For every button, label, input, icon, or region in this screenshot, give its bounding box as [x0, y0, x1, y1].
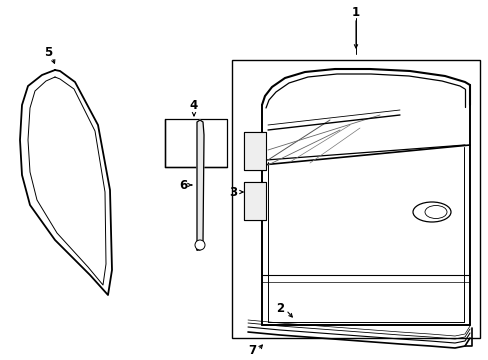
Text: 7: 7 [247, 343, 256, 356]
Text: 3: 3 [228, 185, 237, 198]
Text: 4: 4 [189, 99, 198, 112]
Bar [231, 60, 479, 338]
Text: 2: 2 [275, 302, 284, 315]
Bar [244, 182, 265, 220]
Text: 6: 6 [179, 179, 187, 192]
Circle shape [195, 240, 204, 250]
Ellipse shape [424, 206, 446, 219]
Text: 5: 5 [44, 45, 52, 59]
Text: 1: 1 [351, 5, 359, 18]
Ellipse shape [412, 202, 450, 222]
Bar [164, 119, 226, 167]
Polygon shape [197, 120, 203, 250]
Bar [244, 132, 265, 170]
